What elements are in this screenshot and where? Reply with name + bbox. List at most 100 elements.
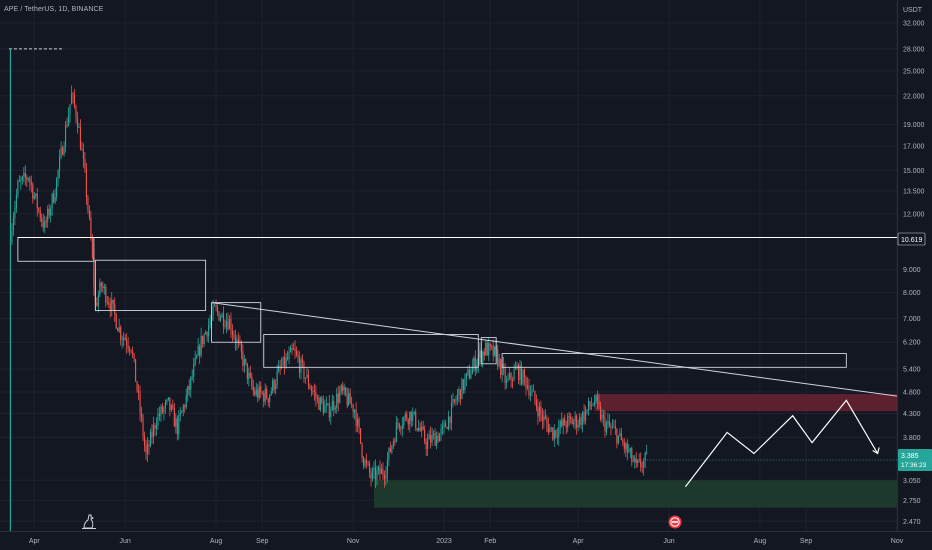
candle-body [12,218,14,231]
price-tick-label: 19.000 [903,122,925,129]
candle-body [208,325,210,337]
candle-body [625,443,627,449]
candle-body [57,170,59,179]
candle-body [178,414,180,435]
candle-body [641,467,643,468]
candle-body [279,366,281,367]
descending-trendline [211,302,898,397]
candle-body [391,445,393,452]
candle-body [236,339,238,343]
candle-body [84,158,86,170]
candle-body [42,221,44,228]
candle-body [374,467,377,480]
candle-body [555,430,557,436]
candle-body [544,416,546,419]
candle-body [294,348,296,352]
candle-body [413,411,415,414]
candle-body [607,421,609,424]
candle-body [151,431,153,438]
candle-body [331,401,333,411]
candle-body [427,439,429,449]
demand-zone [373,480,897,508]
candle-body [538,406,540,417]
candle-body [278,366,280,372]
candle-body [498,359,500,367]
candle-body [336,393,338,408]
candle-body [330,410,332,418]
candle-body [473,357,475,367]
candle-body [231,331,234,335]
candle-body [337,393,339,403]
candle-body [412,413,414,421]
candle-body [81,149,83,151]
candles-layer [11,85,648,488]
candle-body [562,418,564,426]
candle-body [614,426,616,430]
price-tick-label: 3.800 [903,435,921,442]
price-tick-label: 5.400 [903,367,921,374]
candle-body [346,394,348,406]
candle-body [155,425,158,429]
candle-body [388,447,390,460]
candle-body [243,358,245,366]
price-axis[interactable]: USDT 32.000 28.000 25.000 22.000 19.000 17.00… [897,0,925,531]
candle-body [275,384,277,390]
candle-body [601,414,603,420]
candle-body [348,392,350,406]
candle-body [406,414,408,420]
candle-body [90,217,92,238]
candle-body [436,435,438,446]
candle-body [291,347,293,350]
candle-body [170,405,172,411]
candle-body [506,380,508,383]
candle-body [517,365,520,380]
candle-body [36,193,38,209]
candle-body [453,399,456,402]
candle-body [26,177,28,180]
candle-body [333,401,335,410]
candle-body [316,397,318,399]
candle-body [613,426,615,428]
candle-body [56,178,58,197]
candle-body [303,362,305,379]
candle-body [115,313,117,329]
candle-body [446,427,448,430]
price-tick-label: 25.000 [903,68,925,75]
candle-body [385,474,387,480]
record-icon[interactable] [668,515,682,529]
candle-body [154,424,156,429]
candle-body [51,193,53,209]
candle-body [574,415,576,422]
candle-body [570,416,572,420]
price-tick-label: 2.470 [903,519,921,526]
candle-body [503,364,505,369]
candle-body [383,475,385,480]
candle-body [424,429,426,442]
annotation-box [480,337,497,365]
candle-body [169,397,171,411]
candle-body [462,379,464,390]
candle-body [433,433,435,435]
candle-body [504,368,506,383]
candle-body [108,302,110,305]
price-tick-label: 7.000 [903,316,921,323]
candle-body [644,453,646,461]
candle-body [509,373,511,379]
candle-body [175,418,177,427]
candle-body [513,369,515,381]
time-axis[interactable]: Apr Jun Aug Sep Nov 2023 Feb Apr Jun Aug Sep Nov [0,531,932,546]
candle-body [593,401,596,405]
candle-body [21,176,23,181]
candle-body [152,424,155,438]
candle-body [620,433,622,441]
candle-body [85,169,87,198]
candle-body [510,373,512,380]
time-tick-label: Feb [484,538,496,545]
candle-body [69,104,71,115]
candle-body [579,417,581,425]
candle-body [38,208,40,210]
candle-body [300,359,302,373]
candle-body [415,411,417,429]
candle-body [450,402,453,424]
